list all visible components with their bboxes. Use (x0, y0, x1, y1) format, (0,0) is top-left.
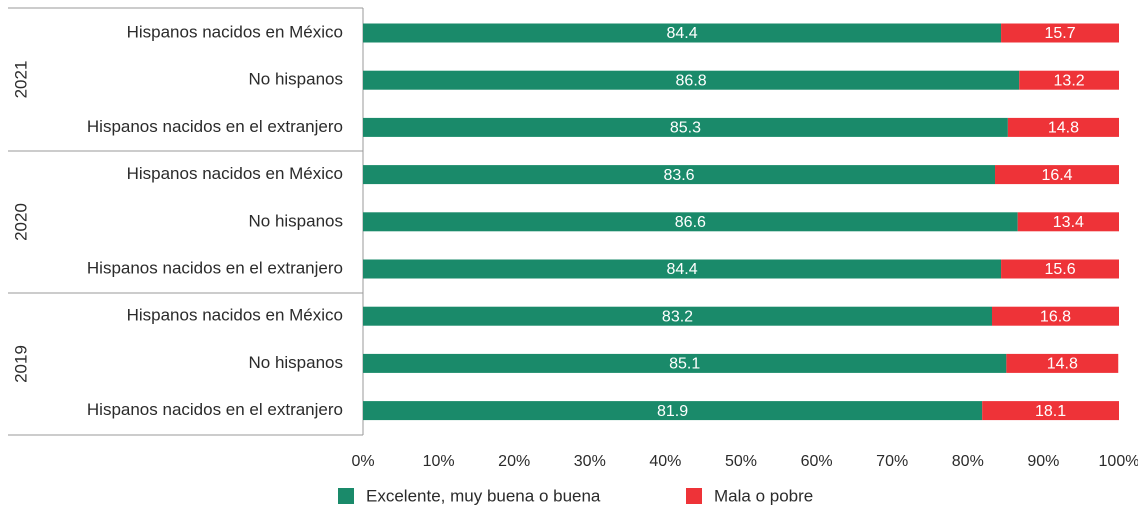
bar-segment-poor (991, 306, 1119, 326)
year-label: 2020 (11, 203, 30, 241)
data-label: 84.4 (666, 261, 697, 278)
x-tick-label: 90% (1027, 453, 1059, 470)
data-label: 85.1 (669, 356, 700, 373)
x-tick-label: 60% (801, 453, 833, 470)
legend-swatch (686, 488, 702, 504)
data-label: 81.9 (657, 403, 688, 420)
x-tick-label: 70% (876, 453, 908, 470)
data-label: 84.4 (666, 25, 697, 42)
bar-segment-good (363, 306, 992, 326)
x-tick-label: 80% (952, 453, 984, 470)
legend-label: Excelente, muy buena o buena (366, 486, 601, 505)
x-tick-label: 50% (725, 453, 757, 470)
data-label: 16.4 (1041, 167, 1072, 184)
category-label: Hispanos nacidos en el extranjero (87, 258, 343, 277)
data-label: 13.2 (1054, 72, 1085, 89)
bar-segment-good (363, 117, 1008, 137)
bar-segment-poor (995, 165, 1119, 185)
bar-segment-good (363, 259, 1002, 279)
x-tick-label: 40% (649, 453, 681, 470)
category-label: Hispanos nacidos en el extranjero (87, 400, 343, 419)
bar-segment-poor (1007, 117, 1119, 137)
year-label: 2021 (11, 61, 30, 99)
year-label: 2019 (11, 345, 30, 383)
x-tick-label: 30% (574, 453, 606, 470)
category-label: No hispanos (248, 353, 343, 372)
x-tick-label: 100% (1099, 453, 1138, 470)
bar-segment-good (363, 23, 1002, 43)
category-label: No hispanos (248, 211, 343, 230)
legend-swatch (338, 488, 354, 504)
data-label: 83.6 (663, 167, 694, 184)
bar-segment-poor (1006, 353, 1119, 373)
x-tick-label: 10% (423, 453, 455, 470)
bar-segment-good (363, 353, 1007, 373)
data-label: 83.2 (662, 308, 693, 325)
category-label: Hispanos nacidos en el extranjero (87, 117, 343, 136)
data-label: 13.4 (1053, 214, 1084, 231)
category-label: Hispanos nacidos en México (127, 306, 343, 325)
data-label: 14.8 (1047, 356, 1078, 373)
bar-segment-good (363, 212, 1018, 232)
bar-segment-good (363, 70, 1020, 90)
category-label: Hispanos nacidos en México (127, 164, 343, 183)
x-tick-label: 20% (498, 453, 530, 470)
data-label: 15.7 (1044, 25, 1075, 42)
category-label: Hispanos nacidos en México (127, 22, 343, 41)
data-label: 86.8 (676, 72, 707, 89)
bar-segment-good (363, 401, 983, 421)
data-label: 86.6 (675, 214, 706, 231)
bar-segment-poor (1001, 259, 1119, 279)
data-label: 85.3 (670, 120, 701, 137)
bar-segment-poor (1017, 212, 1119, 232)
data-label: 15.6 (1044, 261, 1075, 278)
x-tick-label: 0% (351, 453, 374, 470)
category-label: No hispanos (248, 70, 343, 89)
bar-segment-poor (1019, 70, 1119, 90)
bar-segment-poor (1001, 23, 1119, 43)
legend-label: Mala o pobre (714, 486, 813, 505)
bar-segment-good (363, 165, 996, 185)
bar-segment-poor (982, 401, 1119, 421)
data-label: 16.8 (1040, 308, 1071, 325)
data-label: 18.1 (1035, 403, 1066, 420)
data-label: 14.8 (1048, 120, 1079, 137)
